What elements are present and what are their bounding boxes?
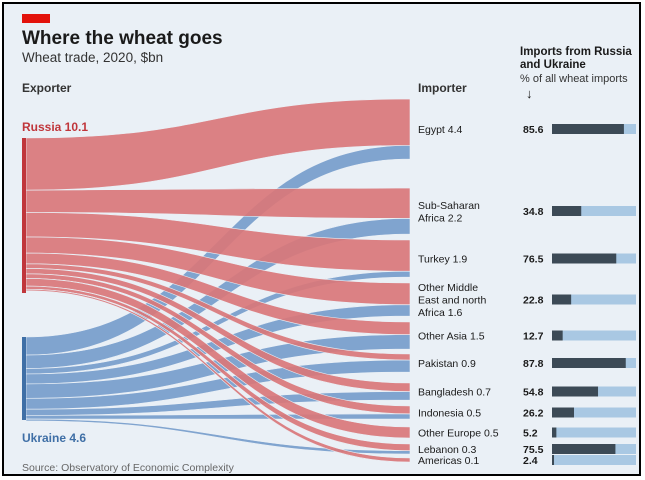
flow-layer [25,98,411,463]
bar-value-other-europe [552,427,557,438]
bar-value-other-middle-east-and-north-africa [552,294,572,305]
flow-russia-to-sub-saharan-africa [25,187,411,219]
label-layer: Russia 10.1 Ukraine 4.6 Egypt 4.4 Sub-Sahar… [22,120,499,467]
target-label-americas: Americas 0.1 [418,455,479,467]
flow-russia-to-lebanon [25,285,411,451]
bar-value-turkey [552,253,617,264]
flow-russia-to-pakistan [25,263,411,361]
target-label-other-middle-east-and-north-africa: Other Middle East and north Africa 1.6 [418,282,486,319]
sankey-chart: Russia 10.1 Ukraine 4.6 Egypt 4.4 Sub-Sahar… [22,98,636,467]
bar-track-other-asia [552,330,636,341]
target-label-bangladesh: Bangladesh 0.7 [418,387,491,399]
source-label-ukraine: Ukraine 4.6 [22,431,86,445]
bar-value-indonesia [552,407,575,418]
bar-value-lebanon [552,444,616,454]
bar-value-sub-saharan-africa [552,206,582,216]
target-label-indonesia: Indonesia 0.5 [418,408,481,420]
down-arrow-icon: ↓ [526,86,533,101]
source-note: Source: Observatory of Economic Complexi… [22,462,234,474]
bar-value-egypt [552,124,624,134]
flow-russia-to-americas [25,288,411,463]
flow-ukraine-to-turkey [25,270,411,375]
imports-subtitle: % of all wheat imports [520,73,628,85]
source-node-russia [22,138,26,293]
bar-label-bangladesh: 54.8 [523,387,544,399]
chart-frame: Where the wheat goes Wheat trade, 2020, … [2,2,641,476]
bar-track-americas [552,455,636,465]
imports-title: Imports from Russia and Ukraine [520,46,632,71]
bar-value-other-asia [552,330,563,341]
bar-label-other-asia: 12.7 [523,331,544,343]
bar-label-americas: 2.4 [523,455,538,467]
flow-ukraine-to-lebanon [25,418,411,455]
target-label-turkey: Turkey 1.9 [418,254,467,266]
bar-track-sub-saharan-africa [552,206,636,216]
bar-label-other-europe: 5.2 [523,428,538,440]
bar-track-indonesia [552,407,636,418]
source-node-ukraine [22,337,26,420]
target-label-other-asia: Other Asia 1.5 [418,331,485,343]
flow-russia-to-other-middle-east-and-north-africa [25,236,411,305]
importer-heading: Importer [418,81,467,95]
target-label-pakistan: Pakistan 0.9 [418,358,476,370]
target-label-sub-saharan-africa: Sub-Saharan Africa 2.2 [418,200,480,225]
bar-value-bangladesh [552,386,599,397]
bar-label-indonesia: 26.2 [523,408,544,420]
target-label-egypt: Egypt 4.4 [418,124,463,136]
source-label-russia: Russia 10.1 [22,120,88,134]
bar-value-pakistan [552,358,626,368]
bar-label-other-middle-east-and-north-africa: 22.8 [523,295,544,307]
flow-russia-to-egypt [25,98,411,191]
bar-track-other-europe [552,427,636,438]
bar-label-turkey: 76.5 [523,254,544,266]
node-layer [22,138,26,420]
chart-title: Where the wheat goes [22,28,223,49]
bar-label-egypt: 85.6 [523,124,544,136]
flow-russia-to-other-asia [25,252,411,335]
target-label-other-europe: Other Europe 0.5 [418,428,499,440]
bar-track-other-middle-east-and-north-africa [552,294,636,305]
flow-russia-to-turkey [25,212,411,272]
bar-label-lebanon: 75.5 [523,444,544,456]
exporter-heading: Exporter [22,81,72,95]
bar-value-americas [552,455,555,465]
flow-russia-to-bangladesh [25,268,411,392]
target-label-lebanon: Lebanon 0.3 [418,444,477,456]
flow-russia-to-other-europe [25,278,411,439]
bar-label-sub-saharan-africa: 34.8 [523,206,544,218]
chart-subtitle: Wheat trade, 2020, $bn [22,50,164,65]
imports-header: Imports from Russia and Ukraine % of all… [520,46,639,101]
accent-bar [22,14,50,23]
flow-russia-to-indonesia [25,273,411,415]
bar-layer: 85.6 34.8 76.5 22.8 12.7 87.8 54.8 26.2 5.2 75.52… [523,124,636,467]
bar-label-pakistan: 87.8 [523,358,544,370]
